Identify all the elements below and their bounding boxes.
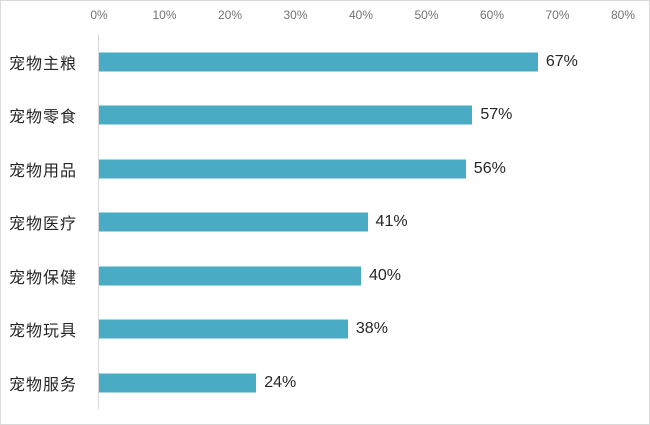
category-label: 宠物主粮 [9,55,78,73]
x-axis-tick-label: 30% [283,8,308,22]
x-axis-tick-label: 20% [217,8,243,22]
data-label: 67% [545,52,578,70]
x-axis-tick-label: 0% [90,8,108,22]
data-label: 38% [355,320,388,338]
x-axis-tick-label: 60% [479,8,505,22]
category-label: 宠物医疗 [9,216,78,234]
bar-宠物医疗 [99,212,368,232]
x-axis-tick-label: 40% [348,8,374,22]
x-axis-tick-label: 10% [152,8,177,22]
bar-宠物主粮 [99,52,538,72]
y-axis-line [98,34,99,409]
bar-宠物玩具 [99,319,348,339]
category-label: 宠物玩具 [9,323,78,341]
category-label: 宠物用品 [9,162,78,180]
data-label: 57% [480,106,513,124]
data-label: 24% [264,373,297,391]
category-label: 宠物保健 [9,269,78,287]
x-axis-tick-label: 50% [414,8,439,22]
x-axis-tick-label: 80% [610,8,636,22]
data-label: 56% [473,159,506,177]
data-label: 40% [369,266,402,284]
category-label: 宠物服务 [9,376,78,394]
category-label: 宠物零食 [9,109,78,127]
bar-宠物服务 [99,373,257,393]
bar-宠物零食 [99,105,473,125]
x-axis-tick-label: 70% [545,8,570,22]
bar-宠物保健 [99,266,361,286]
bar-宠物用品 [99,159,466,179]
data-label: 41% [375,213,408,231]
